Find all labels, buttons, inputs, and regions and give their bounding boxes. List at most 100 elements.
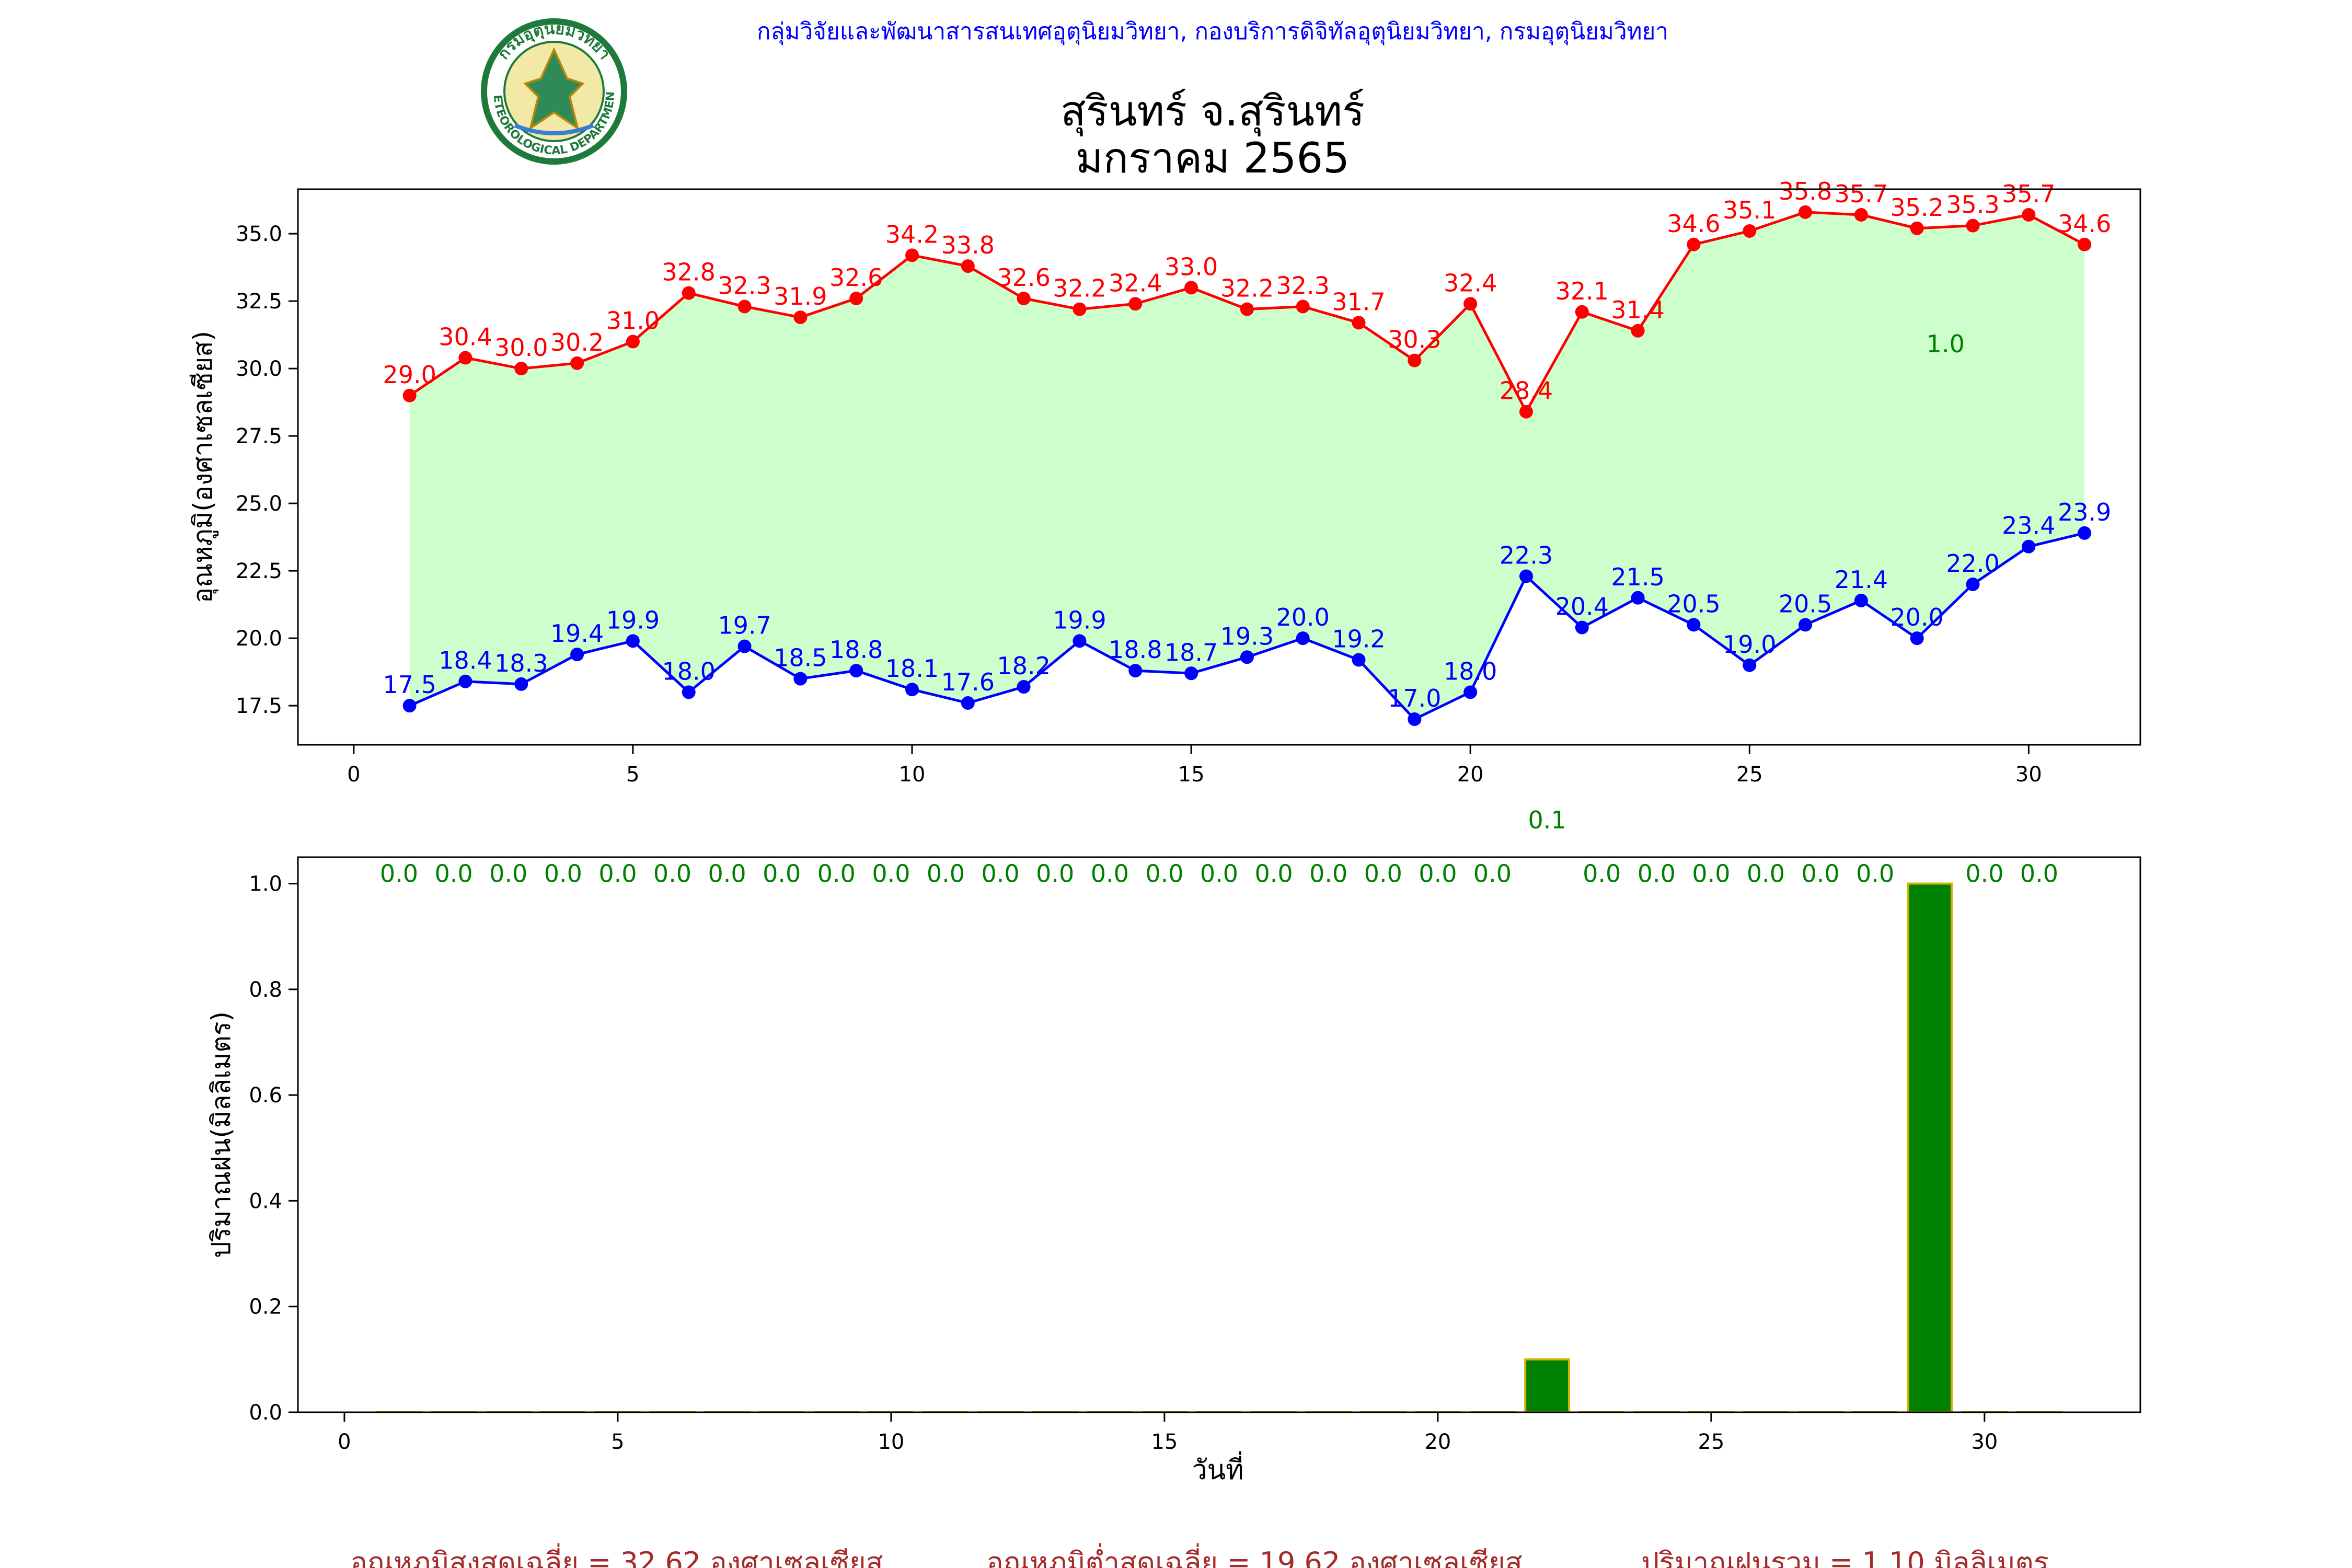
max-temperature-label: 35.7 — [1835, 180, 1888, 208]
max-temperature-label: 33.0 — [1165, 252, 1218, 281]
max-temperature-point — [1408, 353, 1422, 367]
min-temperature-point — [682, 685, 696, 699]
rainfall-label: 0.0 — [598, 860, 637, 888]
max-temperature-point — [1073, 302, 1087, 316]
rainfall-x-ticks: 0 5 10 15 20 25 30 — [338, 1412, 1998, 1454]
min-temperature-point — [1352, 653, 1366, 667]
min-temperature-point — [1798, 618, 1813, 632]
min-temperature-point — [905, 683, 919, 697]
max-temperature-point — [458, 351, 472, 365]
min-temperature-label: 19.7 — [718, 612, 771, 640]
chart-title-station: สุรินทร์ จ.สุรินทร์ — [1060, 87, 1365, 136]
max-temperature-point — [514, 362, 528, 376]
temperature-plot-frame — [297, 188, 2141, 746]
footer-avg-max: อุณหภูมิสูงสุดเฉลี่ย = 32.62 องศาเซลเซีย… — [350, 1543, 883, 1568]
temperature-y-tick-label: 35.0 — [236, 222, 282, 246]
min-temperature-label: 18.0 — [1444, 657, 1497, 685]
temperature-x-tick-label: 20 — [1457, 763, 1484, 787]
max-temperature-point — [1519, 405, 1533, 419]
rainfall-x-tick-label: 25 — [1698, 1430, 1724, 1454]
min-temperature-label: 18.8 — [1109, 636, 1162, 664]
max-temperature-point — [1575, 305, 1589, 319]
min-temperature-label: 18.2 — [997, 652, 1050, 680]
rainfall-label: 0.0 — [1965, 860, 2003, 888]
rainfall-bar — [1524, 1358, 1570, 1414]
min-temperature-label: 18.5 — [774, 644, 827, 672]
temperature-fill-area — [409, 212, 2085, 719]
min-temperature-point — [737, 639, 752, 653]
rainfall-y-tick-label: 0.0 — [249, 1401, 282, 1425]
min-temperature-point — [1910, 631, 1924, 645]
max-temperature-point — [1463, 297, 1478, 311]
max-temperature-point — [570, 356, 584, 370]
min-temperature-point — [1017, 680, 1031, 694]
min-temperature-label: 20.4 — [1555, 593, 1609, 621]
min-temperature-label: 17.6 — [941, 668, 995, 696]
max-temperature-point — [682, 286, 696, 300]
max-temperature-label: 30.4 — [439, 323, 492, 351]
max-temperature-point — [1240, 302, 1254, 316]
max-temperature-label: 35.3 — [1946, 191, 1999, 219]
agency-line: กลุ่มวิจัยและพัฒนาสารสนเทศอุตุนิยมวิทยา,… — [757, 18, 1668, 45]
max-temperature-point — [1687, 237, 1701, 251]
temperature-y-tick-label: 22.5 — [236, 559, 282, 583]
temperature-data-labels: 29.030.4 30.0 30.231.032.8 32.3 31.932.634.2… — [383, 177, 2111, 712]
rainfall-label: 0.0 — [1692, 860, 1730, 888]
temperature-y-axis-label: อุณหภูมิ(องศาเซลเซียส) — [188, 331, 218, 603]
min-temperature-point — [1854, 593, 1868, 607]
min-temperature-point — [2078, 526, 2092, 540]
temperature-x-tick-label: 0 — [347, 763, 360, 787]
max-temperature-point — [2022, 208, 2036, 222]
rainfall-x-tick-label: 15 — [1151, 1430, 1178, 1454]
max-temperature-point — [737, 299, 752, 314]
min-temperature-point — [1296, 631, 1310, 645]
min-temperature-point — [402, 699, 417, 713]
max-temperature-label: 35.7 — [2002, 180, 2055, 208]
min-temperature-label: 17.0 — [1388, 684, 1441, 712]
min-temperature-point — [1966, 577, 1980, 591]
min-temperature-point — [1408, 712, 1422, 726]
min-temperature-label: 20.5 — [1667, 590, 1720, 618]
rainfall-label: 0.0 — [1145, 860, 1183, 888]
rainfall-label: 0.1 — [1528, 806, 1566, 834]
max-temperature-label: 31.4 — [1611, 296, 1664, 324]
rainfall-y-tick-label: 1.0 — [249, 872, 282, 896]
footer-avg-min: อุณหภูมิต่ำสุดเฉลี่ย = 19.62 องศาเซลเซีย… — [986, 1543, 1522, 1568]
rainfall-label: 0.0 — [1309, 860, 1347, 888]
max-temperature-point — [1184, 281, 1198, 295]
min-temperature-point — [849, 664, 863, 678]
rainfall-label: 0.0 — [1364, 860, 1402, 888]
min-temperature-label: 19.0 — [1723, 630, 1776, 659]
rainfall-x-tick-label: 20 — [1424, 1430, 1451, 1454]
max-temperature-label: 32.4 — [1444, 269, 1497, 297]
rainfall-label: 0.0 — [435, 860, 473, 888]
rainfall-y-tick-label: 0.2 — [249, 1295, 282, 1319]
max-temperature-label: 32.4 — [1109, 269, 1162, 297]
max-temperature-point — [1017, 291, 1031, 305]
max-temperature-point — [1296, 299, 1310, 314]
temperature-y-tick-label: 30.0 — [236, 357, 282, 381]
max-temperature-label: 32.8 — [662, 258, 716, 286]
min-temperature-point — [1575, 620, 1589, 635]
min-temperature-label: 18.1 — [885, 654, 939, 683]
max-temperature-label: 34.6 — [2058, 210, 2111, 238]
rainfall-y-ticks: 0.0 0.2 0.4 0.6 0.8 1.0 — [249, 872, 298, 1425]
min-temperature-point — [458, 674, 472, 688]
min-temperature-point — [514, 677, 528, 691]
max-temperature-point — [1798, 205, 1813, 219]
temperature-series — [402, 205, 2092, 726]
temperature-x-tick-label: 5 — [626, 763, 639, 787]
rainfall-label: 0.0 — [872, 860, 910, 888]
min-temperature-label: 18.4 — [439, 647, 492, 675]
min-temperature-label: 20.5 — [1779, 590, 1832, 618]
max-temperature-label: 28.4 — [1500, 377, 1553, 405]
max-temperature-point — [2078, 237, 2092, 251]
max-temperature-label: 34.2 — [885, 220, 939, 248]
rainfall-label: 0.0 — [380, 860, 418, 888]
rainfall-label: 0.0 — [708, 860, 746, 888]
min-temperature-label: 21.4 — [1835, 566, 1888, 594]
min-temperature-label: 22.0 — [1946, 549, 1999, 578]
max-temperature-point — [1128, 297, 1143, 311]
max-temperature-point — [1910, 221, 1924, 235]
